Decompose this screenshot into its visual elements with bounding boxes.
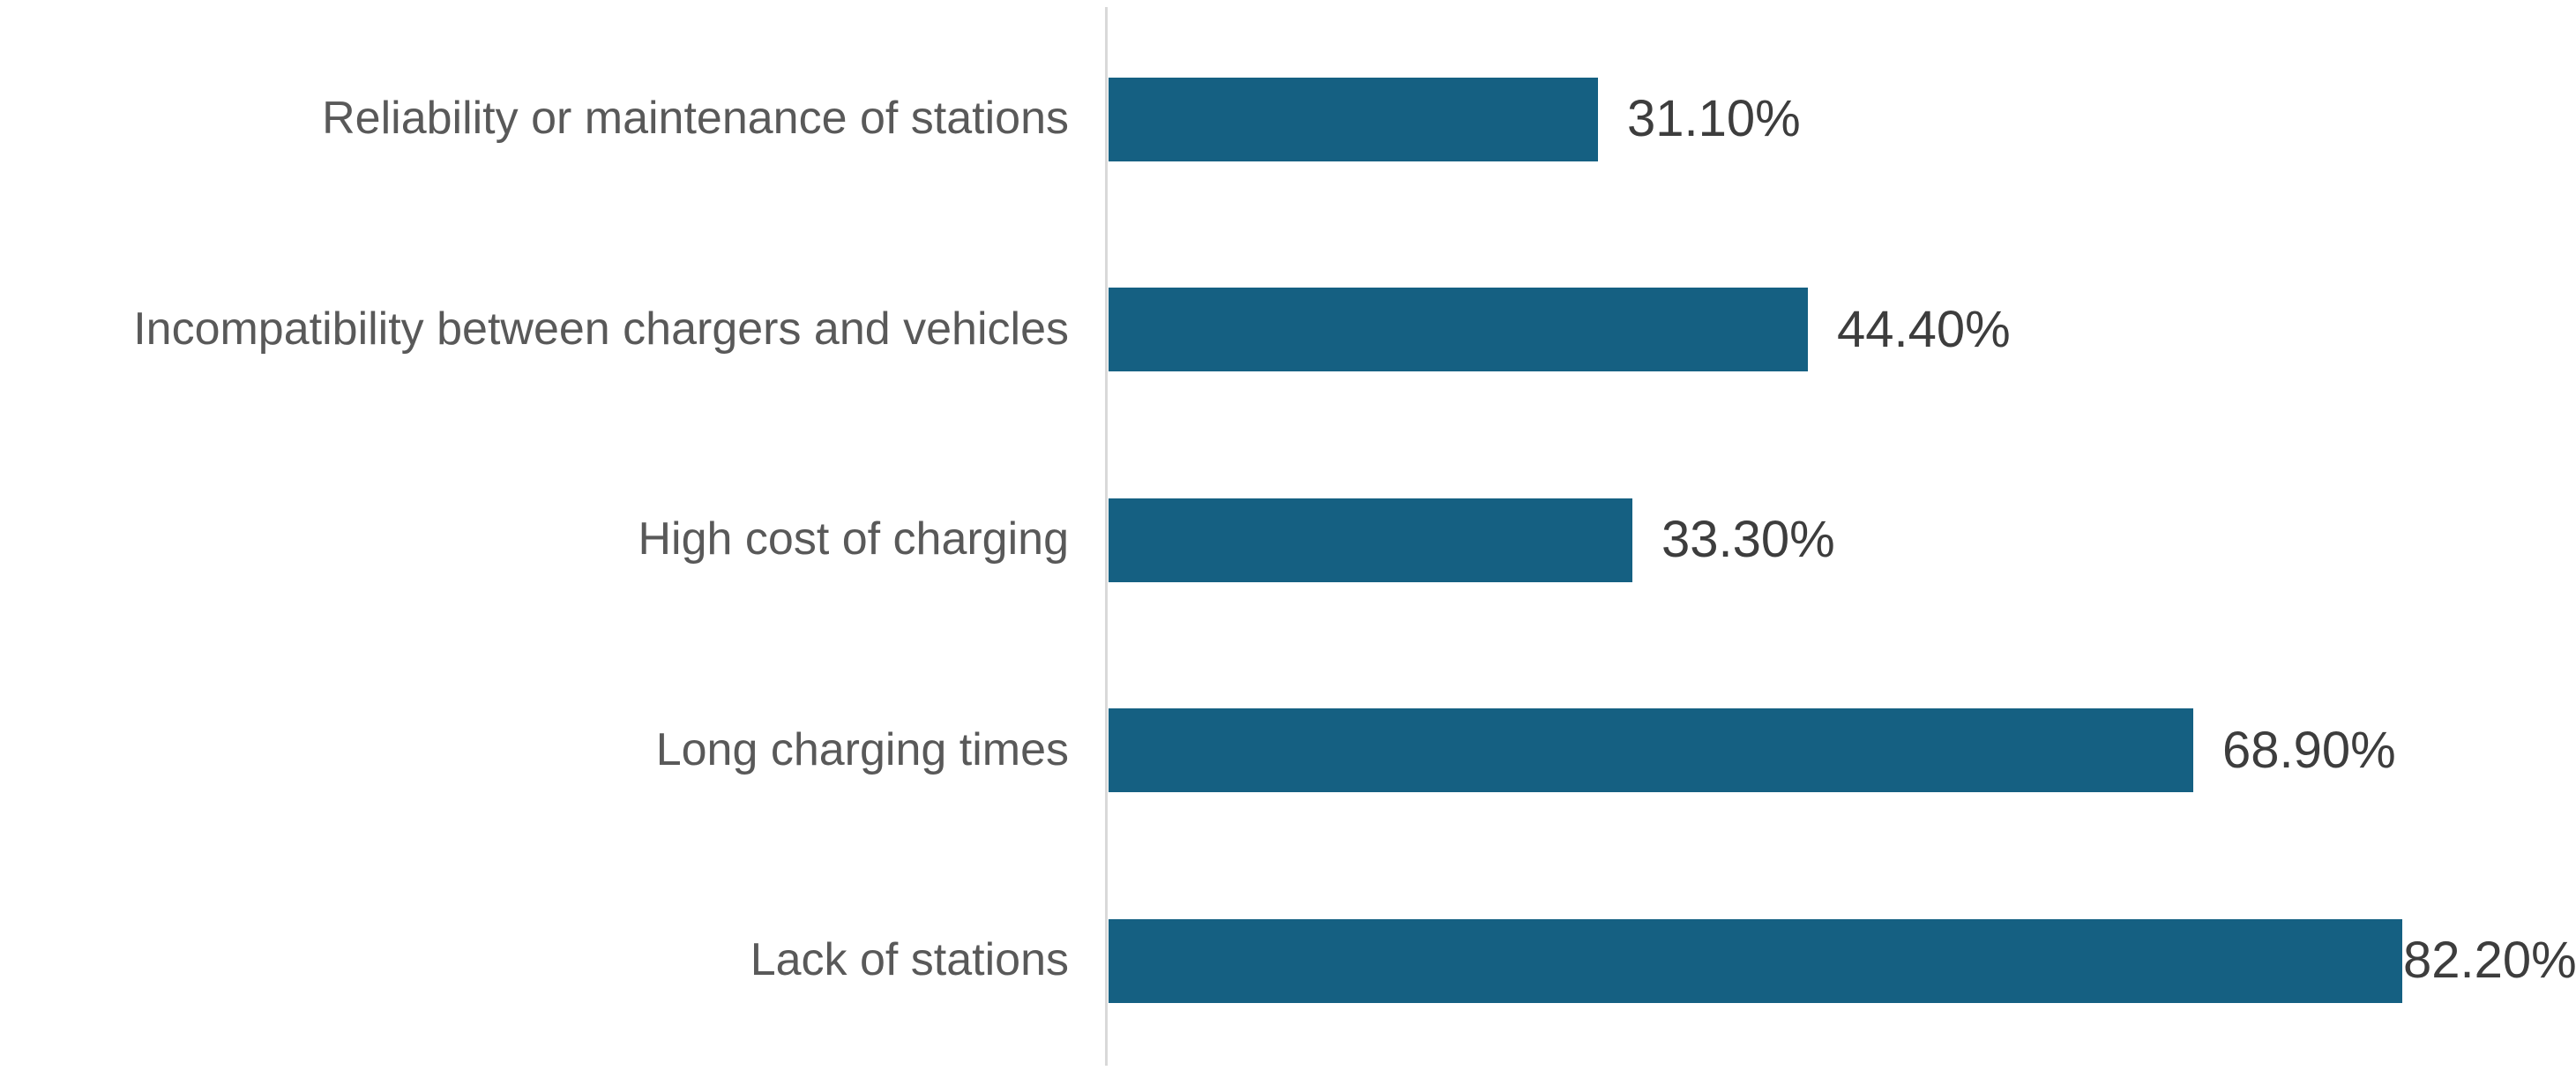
category-label-cell: Reliability or maintenance of stations (0, 93, 1069, 146)
bar-row: Reliability or maintenance of stations 31… (0, 14, 2576, 224)
value-label: 31.10% (1627, 90, 1801, 148)
category-label: Long charging times (655, 723, 1069, 775)
bar (1109, 288, 1808, 371)
value-label: 44.40% (1837, 300, 2011, 358)
category-label: High cost of charging (638, 513, 1070, 565)
category-label: Incompatibility between chargers and veh… (133, 303, 1069, 355)
bar-row: Incompatibility between chargers and veh… (0, 225, 2576, 435)
category-axis-line (1105, 7, 1108, 1066)
bar-row: Long charging times 68.90% (0, 646, 2576, 856)
category-label-cell: Incompatibility between chargers and veh… (0, 303, 1069, 356)
value-label: 33.30% (1661, 511, 1835, 569)
value-label: 82.20% (2403, 932, 2576, 990)
bar-row: High cost of charging 33.30% (0, 435, 2576, 645)
category-label-cell: Lack of stations (0, 934, 1069, 987)
bar (1109, 77, 1598, 161)
bar-row: Lack of stations 82.20% (0, 856, 2576, 1066)
bar (1109, 708, 2193, 792)
category-label-cell: High cost of charging (0, 513, 1070, 566)
value-label: 68.90% (2222, 721, 2396, 779)
category-label-cell: Long charging times (0, 724, 1069, 777)
bar (1109, 498, 1632, 582)
category-label: Reliability or maintenance of stations (322, 93, 1069, 145)
category-label: Lack of stations (750, 934, 1069, 986)
bar (1109, 918, 2402, 1003)
